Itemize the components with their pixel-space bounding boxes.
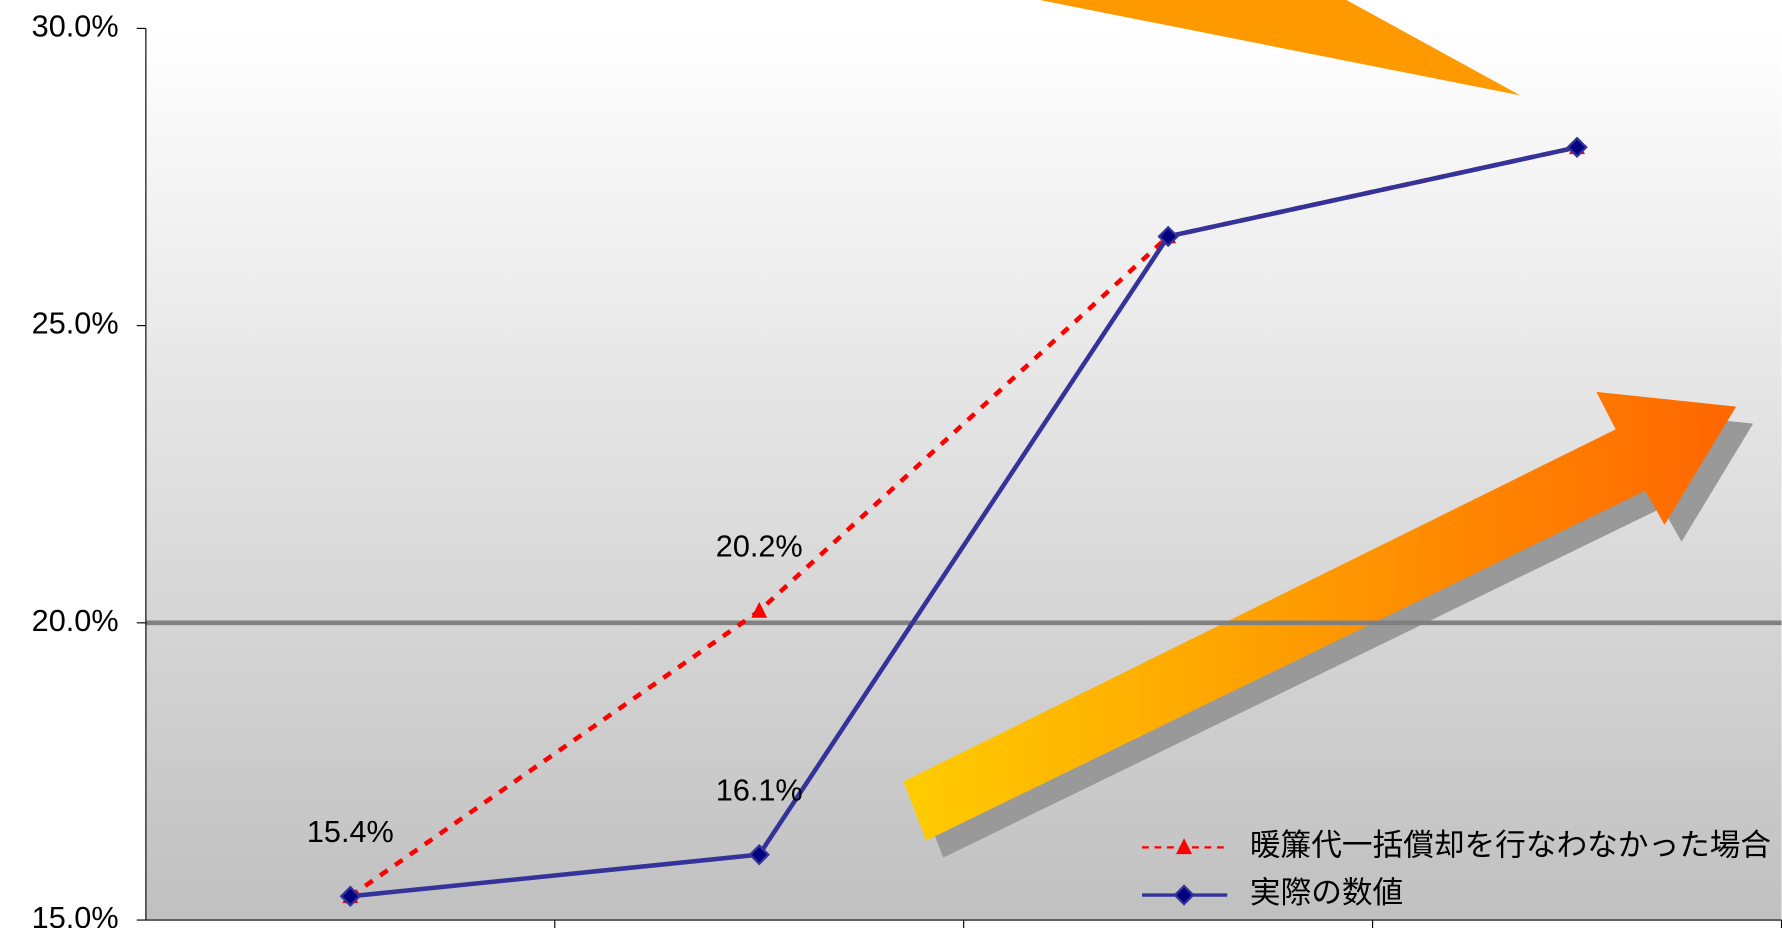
decor-arrow (903, 391, 1737, 841)
y-tick-label: 15.0% (32, 901, 119, 928)
data-point (1566, 136, 1588, 158)
legend-marker (1173, 884, 1195, 906)
y-tick-label: 30.0% (32, 9, 119, 43)
legend-label: 暖簾代一括償却を行なわなかった場合 (1250, 828, 1771, 862)
data-label: 15.4% (307, 815, 394, 849)
decor-arrow (1039, 0, 1521, 96)
y-tick-label: 20.0% (32, 604, 119, 638)
data-point (748, 843, 770, 866)
data-point (751, 601, 768, 618)
y-tick-label: 25.0% (32, 307, 119, 341)
data-point (339, 885, 362, 907)
series-line (350, 145, 1578, 899)
data-label: 16.1% (716, 773, 803, 807)
legend-label: 実際の数値 (1250, 876, 1403, 910)
data-point (1157, 225, 1179, 248)
legend-marker (1176, 838, 1193, 855)
data-label: 20.2% (716, 530, 803, 564)
